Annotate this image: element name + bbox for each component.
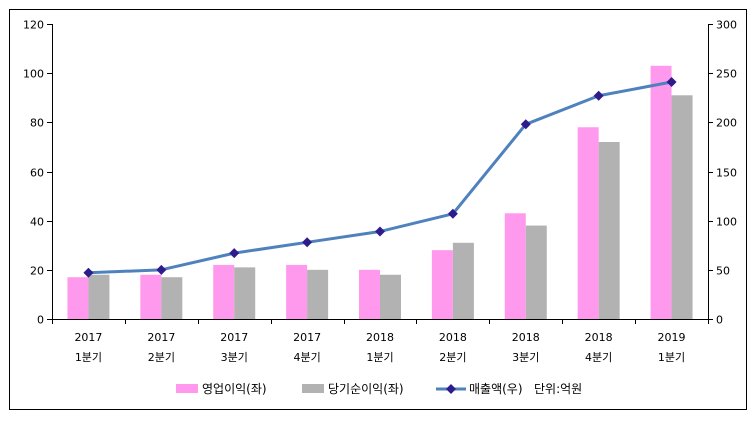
category-label-year: 2018 <box>366 331 394 344</box>
left-axis-tick-label: 120 <box>23 19 44 32</box>
legend: 영업이익(좌) 당기순이익(좌) 매출액(우) 단위:억원 <box>176 382 582 396</box>
legend-label-net-income: 당기순이익(좌) <box>328 382 404 396</box>
right-axis-tick-label: 300 <box>716 19 737 32</box>
bar-net-income <box>525 225 547 319</box>
bar-net-income <box>598 142 620 319</box>
bar-net-income <box>307 269 329 319</box>
sales-point <box>666 77 677 88</box>
category-label-quarter: 1분기 <box>658 351 685 364</box>
right-axis-tick-label: 50 <box>716 265 730 278</box>
bar-operating-profit <box>577 127 599 319</box>
bar-operating-profit <box>140 274 162 319</box>
category-label-quarter: 1분기 <box>366 351 393 364</box>
left-axis-tick-label: 100 <box>23 68 44 81</box>
legend-swatch-net-income <box>302 384 324 393</box>
right-axis-tick-label: 200 <box>716 117 737 130</box>
bar-operating-profit <box>650 65 672 320</box>
category-label-year: 2019 <box>658 331 686 344</box>
sales-point <box>375 226 385 237</box>
category-label-quarter: 4분기 <box>293 351 320 364</box>
category-label-quarter: 2분기 <box>439 351 466 364</box>
right-axis-tick-label: 100 <box>716 216 737 229</box>
bar-net-income <box>380 274 401 319</box>
left-axis-tick-label: 20 <box>30 265 44 278</box>
bar-operating-profit <box>213 264 235 319</box>
right-axis-tick-label: 150 <box>716 167 737 180</box>
legend-swatch-operating-profit <box>176 384 198 393</box>
bar-operating-profit <box>504 213 526 319</box>
category-label-quarter: 3분기 <box>512 351 539 364</box>
unit-note: 단위:억원 <box>534 382 582 396</box>
category-label-quarter: 4분기 <box>585 351 612 364</box>
sales-point <box>447 208 458 219</box>
sales-point <box>229 248 240 259</box>
left-axis-tick-label: 60 <box>30 167 44 180</box>
line-series <box>83 77 677 278</box>
legend-label-sales: 매출액(우) <box>469 382 523 396</box>
category-label-year: 2018 <box>512 331 540 344</box>
chart-border <box>9 9 747 410</box>
legend-marker-sales <box>446 384 456 394</box>
bar-operating-profit <box>67 277 89 319</box>
bar-operating-profit <box>431 250 453 319</box>
bar-net-income <box>234 267 256 319</box>
sales-point <box>156 264 167 275</box>
category-label-year: 2017 <box>74 331 102 344</box>
legend-label-operating-profit: 영업이익(좌) <box>202 382 267 396</box>
bar-net-income <box>671 95 693 320</box>
left-axis-tick-label: 0 <box>37 314 44 327</box>
sales-point <box>83 267 94 278</box>
category-labels: 2017 1분기 2017 2분기 2017 3분기 2017 4분기 2018 1분기 2018 2… <box>74 331 685 364</box>
bar-operating-profit <box>286 264 308 319</box>
sales-point <box>302 237 313 248</box>
bar-net-income <box>452 242 474 319</box>
category-label-year: 2017 <box>147 331 175 344</box>
sales-point <box>520 119 531 130</box>
left-axis-tick-label: 40 <box>30 216 44 229</box>
category-label-year: 2017 <box>220 331 248 344</box>
right-axis-tick-label: 0 <box>716 314 723 327</box>
bar-net-income <box>161 277 183 319</box>
category-label-quarter: 2분기 <box>148 351 175 364</box>
category-label-quarter: 1분기 <box>75 351 102 364</box>
category-label-year: 2017 <box>293 331 321 344</box>
category-label-quarter: 3분기 <box>221 351 248 364</box>
bars <box>67 65 693 320</box>
sales-point <box>593 90 604 101</box>
bar-net-income <box>88 274 110 319</box>
category-label-year: 2018 <box>585 331 613 344</box>
right-axis-tick-label: 250 <box>716 68 737 81</box>
left-axis-tick-label: 80 <box>30 117 44 130</box>
axes: 0 20 40 60 80 100 120 0 50 100 150 200 250 300 <box>23 19 737 327</box>
bar-operating-profit <box>359 269 380 319</box>
category-label-year: 2018 <box>439 331 467 344</box>
